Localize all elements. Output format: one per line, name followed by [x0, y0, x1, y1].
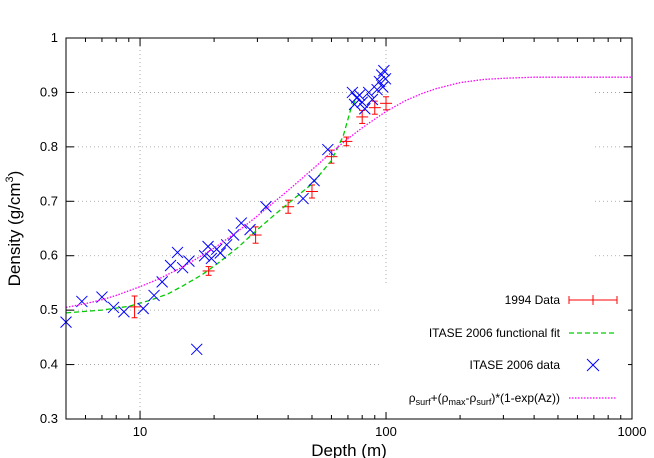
tick-labels: 0.3 0.4 0.5 0.6 0.7 0.8 0.9 1 10 100 1000	[40, 30, 647, 439]
y-tick-label: 1	[51, 30, 58, 45]
itase-data-point-stroke	[118, 305, 130, 318]
model-curve-line	[65, 76, 632, 309]
itase-data-point	[260, 200, 272, 213]
itase-data-point-stroke	[190, 343, 203, 356]
itase-data-point	[308, 174, 320, 187]
itase-data-point-stroke	[366, 93, 379, 106]
itase-data-point-stroke	[297, 192, 309, 205]
plot-frame	[65, 37, 633, 420]
itase-data-point-stroke	[205, 252, 218, 265]
series-layer	[60, 64, 632, 356]
y-tick-label: 0.8	[40, 139, 58, 154]
itase-data-point	[205, 252, 218, 265]
legend-samples	[568, 295, 618, 399]
y-tick-label: 0.4	[40, 357, 58, 372]
itase-data-point	[376, 81, 389, 93]
itase-data-point	[137, 302, 150, 315]
itase-data-point	[353, 89, 366, 102]
itase-data-point-stroke	[171, 246, 184, 259]
y-tick-label: 0.9	[40, 84, 58, 99]
itase-data-point-stroke	[373, 75, 386, 88]
itase-data-point	[107, 301, 120, 314]
x-tick-label: 10	[133, 424, 147, 439]
legend-background	[382, 286, 628, 412]
itase-data-point	[118, 305, 130, 318]
legend-label-1994-data: 1994 Data	[505, 293, 561, 307]
itase-data-point	[297, 192, 309, 205]
itase-data-point-stroke	[321, 143, 334, 156]
legend-label-itase-data: ITASE 2006 data	[469, 358, 560, 372]
itase-data-point	[366, 93, 379, 106]
itase-data-point-stroke	[376, 81, 389, 93]
itase-data-point	[164, 259, 177, 272]
itase-data-point	[371, 83, 383, 96]
y-tick-label: 0.5	[40, 302, 58, 317]
itase-data-point-stroke	[308, 174, 320, 187]
itase-data-point	[362, 86, 375, 99]
itase-data-point-stroke	[362, 86, 375, 99]
itase-data-point	[244, 223, 256, 236]
itase-data-point-stroke	[378, 64, 390, 77]
itase-data-point	[235, 217, 248, 229]
itase-data-point-stroke	[164, 259, 177, 272]
y-tick-label: 0.6	[40, 248, 58, 263]
itase-data-point-stroke	[96, 291, 108, 303]
legend-label-model-formula: ρsurf+(ρmax-ρsurf)*(1-exp(Az))	[409, 391, 560, 407]
itase-data-point-stroke	[202, 240, 214, 253]
itase-data-point	[379, 72, 392, 85]
itase-data-point-stroke	[214, 247, 227, 259]
itase-data-point-stroke	[353, 89, 366, 102]
x-tick-label: 100	[375, 424, 397, 439]
legend-label-itase-fit: ITASE 2006 functional fit	[429, 326, 561, 340]
itase-data-point-stroke	[358, 102, 371, 115]
itase-data-point	[214, 247, 227, 259]
itase-data-point-stroke	[148, 289, 160, 302]
itase-data-point-stroke	[107, 301, 120, 314]
legend-sample-itase-data	[586, 358, 600, 372]
itase-data-point-stroke	[346, 86, 359, 99]
itase-data-point	[156, 275, 169, 288]
itase-data-point	[96, 291, 108, 303]
itase-data-point-stroke	[379, 72, 392, 85]
itase-data-point	[202, 240, 214, 253]
itase-data-point-stroke	[137, 302, 150, 315]
itase-data-point-stroke	[371, 83, 383, 96]
itase-data-point	[378, 64, 390, 77]
y-tick-label: 0.7	[40, 193, 58, 208]
y-axis-title: Density (g/cm3)	[4, 171, 24, 287]
itase-data-point	[171, 246, 184, 259]
axis-ticks	[65, 37, 633, 420]
itase-data-point-stroke	[235, 217, 248, 229]
itase-data-point-stroke	[220, 238, 233, 251]
itase-data-point-stroke	[348, 98, 361, 111]
itase-data-point	[321, 143, 334, 156]
itase-data-point	[348, 98, 361, 111]
legend: 1994 Data ITASE 2006 functional fit ITAS…	[382, 286, 628, 412]
itase-data-point-stroke	[260, 200, 272, 213]
itase-data-point	[373, 75, 386, 88]
x-tick-label: 1000	[618, 424, 647, 439]
y-tick-label: 0.3	[40, 411, 58, 426]
itase-data-point	[346, 86, 359, 99]
itase-data-point	[190, 343, 203, 356]
y-axis-title-superscript: 3	[4, 176, 16, 182]
itase-data-point	[220, 238, 233, 251]
itase-data-point-stroke	[244, 223, 256, 236]
x-axis-title: Depth (m)	[311, 441, 387, 458]
itase-data-point-stroke	[156, 275, 169, 288]
itase-data-point	[356, 96, 369, 109]
itase-data-point	[148, 289, 160, 302]
functional-fit-line	[65, 100, 356, 314]
itase-data-point-stroke	[356, 96, 369, 109]
itase-data-point	[358, 102, 371, 115]
